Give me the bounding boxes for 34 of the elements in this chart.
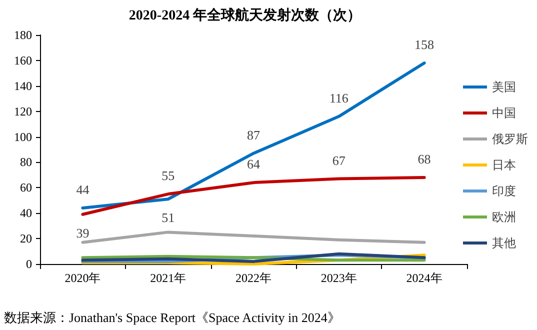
legend-label: 日本 <box>492 158 516 172</box>
y-tick-label: 40 <box>20 206 32 220</box>
y-tick-label: 140 <box>14 78 32 93</box>
y-tick-label: 120 <box>14 104 32 118</box>
x-tick-label: 2024年 <box>406 271 442 285</box>
y-tick-label: 160 <box>14 53 32 68</box>
data-label: 39 <box>76 225 90 240</box>
data-label: 68 <box>418 151 431 166</box>
x-tick-label: 2022年 <box>236 271 272 285</box>
y-tick-label: 100 <box>14 130 32 144</box>
y-tick-label: 60 <box>20 180 32 195</box>
x-tick-label: 2021年 <box>150 271 186 285</box>
y-tick-label: 180 <box>14 28 32 42</box>
legend-label: 俄罗斯 <box>492 132 528 146</box>
chart-title: 2020-2024 年全球航天发射次数（次） <box>128 6 362 24</box>
data-label: 51 <box>162 210 175 226</box>
data-label: 116 <box>329 90 349 106</box>
data-label: 44 <box>76 182 90 198</box>
source-note: 数据来源：Jonathan's Space Report《Space Activity in 2024》 <box>4 310 340 325</box>
legend-label: 中国 <box>492 106 516 120</box>
y-tick-label: 80 <box>20 155 32 170</box>
data-label: 87 <box>247 127 260 142</box>
legend-label: 其他 <box>492 236 516 250</box>
data-label: 158 <box>414 36 434 52</box>
y-tick-label: 20 <box>20 232 32 246</box>
legend-label: 印度 <box>492 184 516 198</box>
data-label: 64 <box>247 156 260 172</box>
legend-label: 欧洲 <box>492 210 516 224</box>
x-tick-label: 2023年 <box>320 271 357 285</box>
data-label: 55 <box>162 168 175 184</box>
legend-label: 美国 <box>492 80 516 94</box>
y-tick-label: 0 <box>26 257 32 271</box>
data-label: 67 <box>332 152 346 168</box>
x-tick-label: 2020年 <box>64 271 101 285</box>
